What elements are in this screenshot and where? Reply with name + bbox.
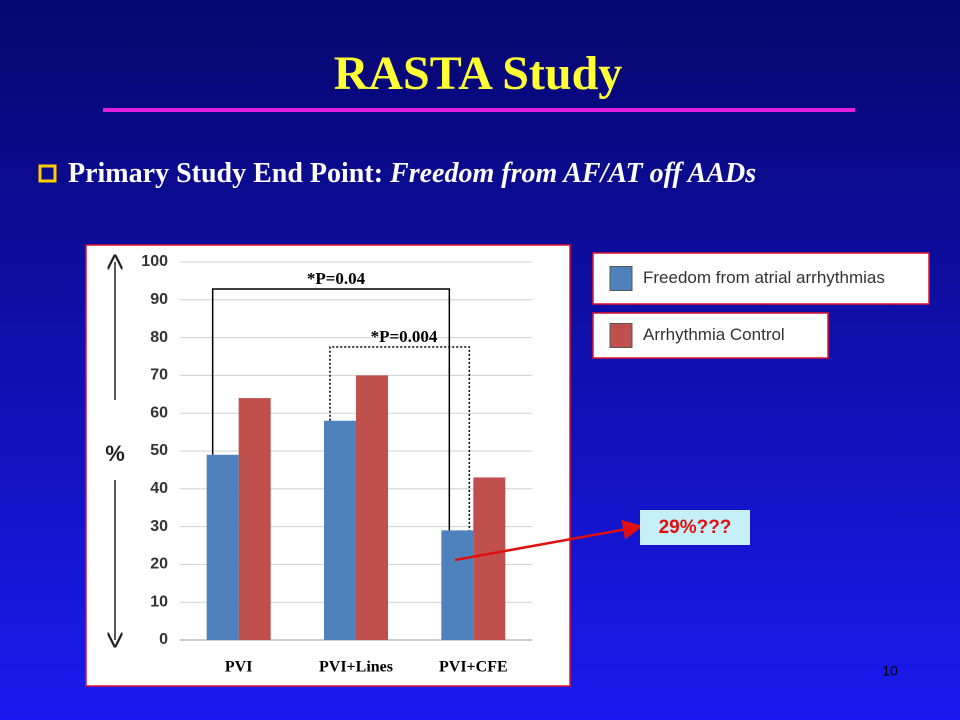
bullet-text: Freedom from AF/AT off AADs (389, 158, 756, 189)
y-tick-label: 20 (150, 556, 168, 573)
y-tick-label: 90 (150, 291, 168, 308)
legend-label: Freedom from atrial arrhythmias (643, 268, 885, 287)
significance-bracket (211, 288, 451, 531)
slide-title: RASTA Study (334, 47, 623, 100)
bar (206, 454, 239, 640)
bar (238, 398, 271, 640)
bar (324, 420, 356, 640)
x-tick-label: PVI (225, 659, 253, 676)
y-tick-label: 0 (159, 631, 168, 648)
y-tick-label: 80 (150, 329, 168, 346)
x-tick-label: PVI+Lines (319, 659, 393, 676)
y-tick-label: 10 (150, 593, 168, 610)
y-tick-label: 100 (141, 253, 168, 270)
callout-text: 29%??? (659, 517, 732, 538)
y-tick-label: 50 (150, 442, 168, 459)
legend-swatch (609, 266, 633, 291)
bar (441, 530, 474, 640)
x-tick-label: PVI+CFE (439, 659, 508, 676)
callout-arrow (454, 519, 643, 562)
y-tick-label: 60 (150, 404, 168, 421)
callout-box (640, 510, 750, 545)
y-tick-label: 70 (150, 367, 168, 384)
legend-box (592, 252, 930, 305)
y-tick-label: 30 (150, 518, 168, 535)
y-axis-label: % (105, 441, 125, 466)
p-value-label: *P=0.004 (371, 327, 438, 346)
bullet-icon (38, 164, 57, 183)
p-value-label: *P=0.04 (307, 269, 366, 288)
bullet-label: Primary Study End Point: (68, 158, 383, 189)
significance-bracket (329, 346, 471, 531)
page-number: 10 (882, 663, 898, 679)
bar (356, 375, 388, 640)
legend-swatch (609, 323, 633, 348)
legend-label: Arrhythmia Control (643, 325, 785, 344)
bullet: Primary Study End Point: Freedom from AF… (68, 158, 756, 189)
y-tick-label: 40 (150, 480, 168, 497)
bar (473, 477, 506, 640)
